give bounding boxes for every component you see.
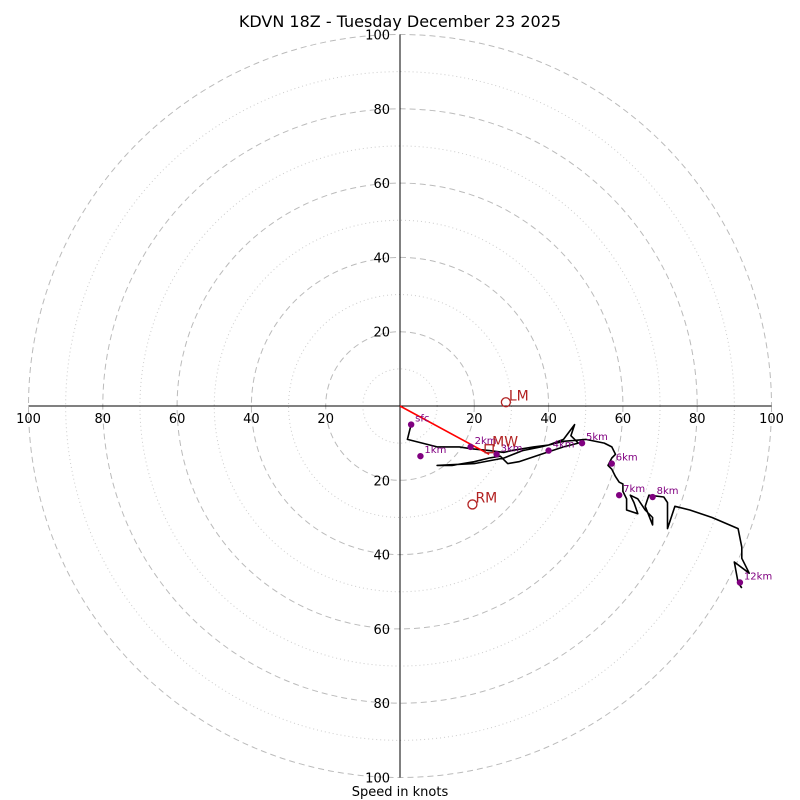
x-tick-label: 100	[16, 412, 41, 427]
x-tick-label: 100	[759, 412, 784, 427]
x-tick-label: 20	[466, 412, 483, 427]
y-tick-label: 80	[373, 103, 390, 118]
height-marker-dot	[608, 460, 615, 467]
x-tick-label: 80	[95, 412, 112, 427]
storm-motion-markers: LM MW RM	[467, 388, 529, 510]
height-marker-label: 4km	[553, 440, 575, 451]
height-marker-label: sfc	[415, 414, 429, 425]
x-tick-label: 80	[689, 412, 706, 427]
height-marker-label: 2km	[475, 436, 497, 447]
height-marker-label: 5km	[586, 432, 608, 443]
height-marker-dot	[467, 443, 474, 451]
height-marker-dot	[493, 451, 500, 458]
x-tick-label: 40	[243, 412, 260, 427]
height-marker-dot	[417, 452, 424, 460]
x-tick-label: 60	[615, 412, 632, 427]
y-tick-label: 20	[373, 326, 390, 341]
height-marker-dot	[545, 447, 552, 454]
y-tick-label: 60	[373, 177, 390, 192]
mean-wind-vector-line	[399, 405, 490, 455]
x-tick-label: 60	[169, 412, 186, 427]
x-tick-label: 20	[317, 412, 334, 427]
height-marker-label: 12km	[744, 571, 772, 582]
height-marker-dot	[736, 579, 744, 586]
x-axis-label: Speed in knots	[352, 785, 449, 800]
storm-motion-circle	[500, 397, 512, 408]
height-marker-label: 3km	[501, 443, 523, 454]
hodograph-line	[406, 423, 751, 589]
hodograph-trace	[406, 423, 751, 589]
storm-motion-circle	[467, 499, 478, 510]
y-tick-label: 80	[373, 697, 390, 712]
y-tick-label: 60	[373, 623, 390, 638]
storm-motion-label: RM	[475, 490, 497, 506]
y-tick-label: 100	[365, 772, 390, 787]
height-marker-label: 8km	[657, 486, 679, 497]
height-marker-label: 6km	[616, 453, 638, 464]
y-tick-label: 40	[373, 251, 390, 266]
mean-wind-vector	[399, 405, 490, 455]
height-marker-dot	[649, 493, 656, 501]
y-tick-label: 20	[373, 474, 390, 489]
height-marker-dot	[407, 421, 415, 428]
height-markers: sfc 1km 2km 3km 4km 5km 6km 7km 8km 12km	[407, 414, 772, 586]
chart-title: KDVN 18Z - Tuesday December 23 2025	[239, 12, 561, 31]
tick-labels: 100 80 60 40 20 20 40 60 80 100 100 80 60 40 20 20 40 60 8…	[16, 29, 784, 787]
storm-motion-square	[484, 444, 494, 454]
height-marker-dot	[578, 439, 586, 447]
y-tick-label: 100	[365, 29, 390, 44]
x-tick-label: 40	[540, 412, 557, 427]
height-marker-label: 1km	[424, 445, 446, 456]
storm-motion-label: MW	[492, 435, 518, 451]
storm-motion-label: LM	[509, 388, 529, 404]
y-tick-label: 40	[373, 549, 390, 564]
height-marker-dot	[615, 491, 623, 499]
height-marker-label: 7km	[623, 484, 645, 495]
